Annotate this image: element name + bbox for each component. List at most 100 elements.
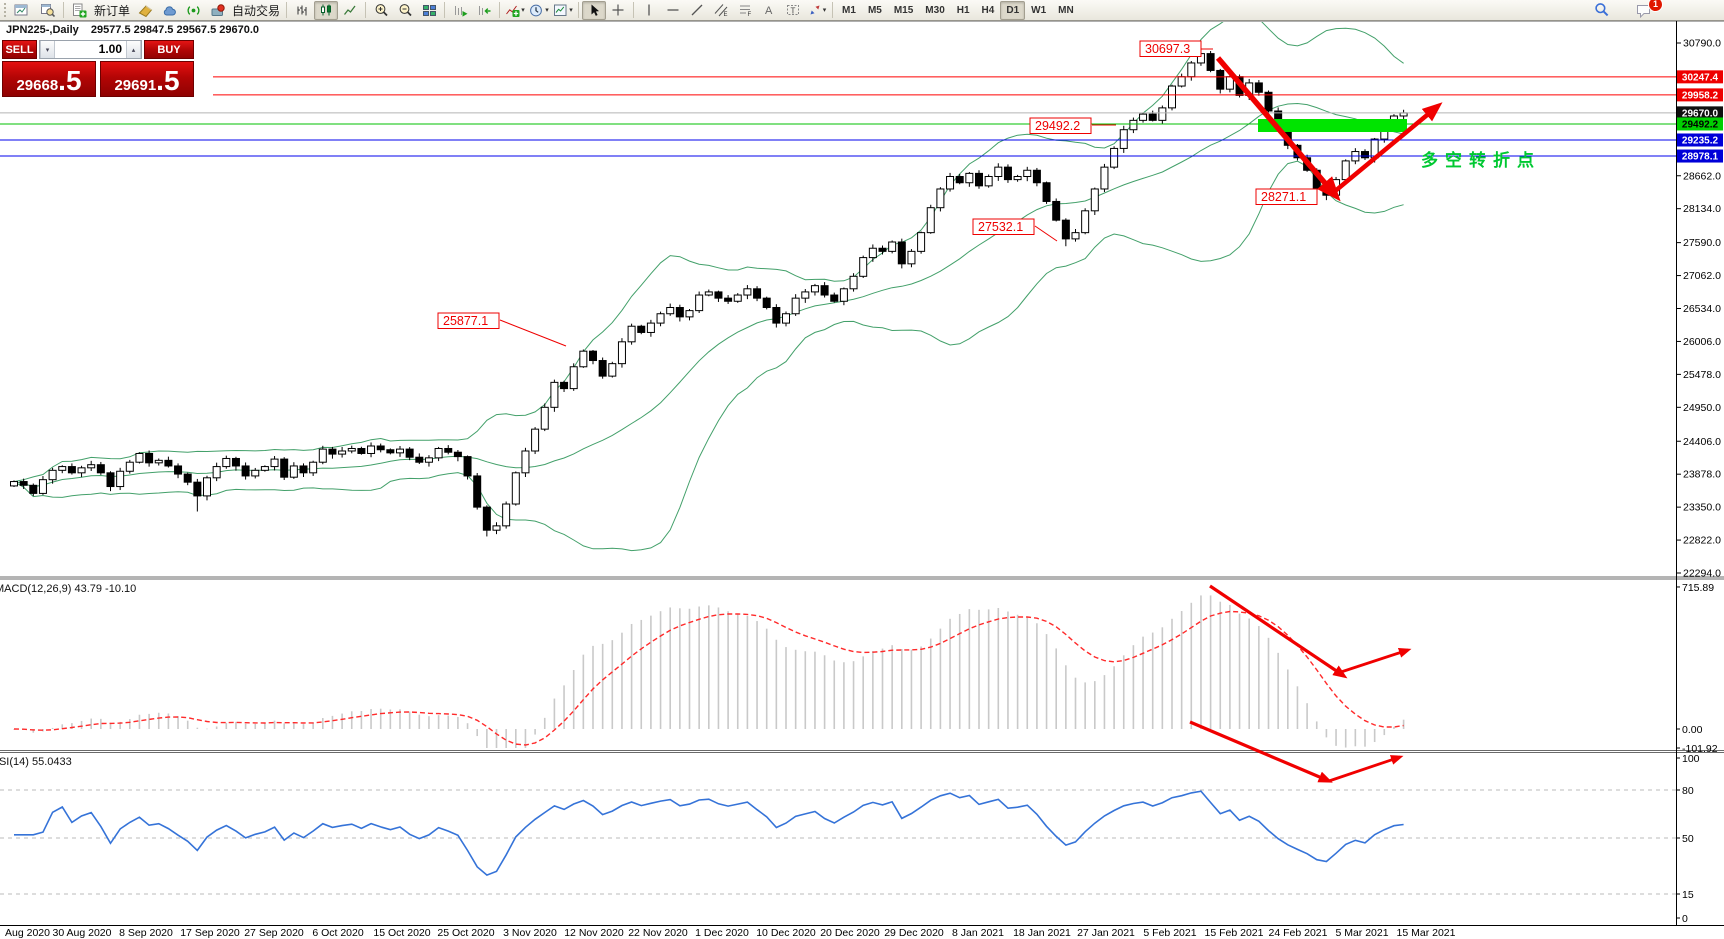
timeframe-m15-button[interactable]: M15 <box>893 4 914 16</box>
macd-hist-bar <box>1007 611 1009 729</box>
sell-price-box[interactable]: 29668 .5 <box>2 61 96 97</box>
volume-decrease-button[interactable]: ▾ <box>40 41 55 58</box>
support-zone-band[interactable] <box>1258 119 1407 132</box>
macd-hist-bar <box>186 720 189 729</box>
text-tool-icon[interactable]: A <box>757 1 781 20</box>
annotation-text: 25877.1 <box>443 314 488 328</box>
new-order-button[interactable] <box>67 1 91 20</box>
zoom-out-icon[interactable] <box>393 1 417 20</box>
timeframe-m30-button[interactable]: M30 <box>925 4 945 16</box>
crosshair-tool-icon[interactable] <box>606 1 630 20</box>
indicator-labels: MACD(12,26,9) 43.79 -10.10 RSI(14) 55.043… <box>0 583 136 768</box>
price-tick-label: 24950.0 <box>1683 402 1721 414</box>
timeframe-m1-button[interactable]: M1 <box>842 4 856 16</box>
candle-body <box>1081 210 1090 234</box>
annotation-box-28271.1[interactable] <box>1255 188 1318 205</box>
turning-point-note[interactable]: 多空转折点 <box>1421 150 1541 170</box>
price-tag-29492.2 <box>1677 117 1723 131</box>
indicators-icon[interactable]: ▾ <box>503 1 527 20</box>
eraser-icon[interactable] <box>133 1 157 20</box>
price-tick-label: 22294.0 <box>1683 568 1721 580</box>
macd-axis-label: -101.92 <box>1682 743 1718 755</box>
annotation-box-30697.3[interactable] <box>1139 40 1202 57</box>
annotation-box-29492.2[interactable] <box>1029 117 1092 134</box>
signal-icon[interactable] <box>181 1 205 20</box>
autotrade-icon[interactable] <box>205 1 229 20</box>
template-icon[interactable]: ▾ <box>551 1 575 20</box>
fibonacci-tool-icon[interactable]: F <box>733 1 757 20</box>
toolbar-grip[interactable] <box>4 3 10 17</box>
candle-body <box>1013 175 1022 181</box>
search-icon[interactable] <box>1590 1 1614 20</box>
date-tick-label: 3 Nov 2020 <box>503 927 557 939</box>
trend-arrows[interactable] <box>1189 56 1443 783</box>
macd-hist-bar <box>495 729 498 748</box>
macd-hist-bar <box>1190 602 1193 729</box>
date-tick-label: 17 Sep 2020 <box>180 927 240 939</box>
new-order-label[interactable]: 新订单 <box>94 3 131 18</box>
candle-chart-icon[interactable] <box>314 0 339 20</box>
macd-hist-bar <box>1267 637 1270 729</box>
date-axis[interactable]: Aug 2020 30 Aug 2020 8 Sep 2020 17 Sep 2020… <box>5 927 1456 939</box>
candle-body <box>946 175 955 190</box>
candle-body <box>1187 62 1196 78</box>
volume-value[interactable]: 1.00 <box>98 42 122 56</box>
candle-body <box>280 458 289 478</box>
rsi-arrow-down[interactable] <box>1189 720 1333 783</box>
tile-windows-icon[interactable] <box>417 1 441 20</box>
timeframe-h1-button[interactable]: H1 <box>956 4 970 16</box>
vertical-line-tool-icon[interactable] <box>637 1 661 20</box>
sell-button[interactable]: SELL <box>2 40 37 59</box>
macd-hist-bar <box>206 728 208 730</box>
main-arrow-up[interactable] <box>1332 102 1443 194</box>
macd-arrow-down[interactable] <box>1209 584 1348 679</box>
macd-hist-bar <box>910 649 913 729</box>
date-tick-label: 8 Sep 2020 <box>119 927 173 939</box>
annotation-box-27532.1[interactable] <box>972 218 1035 235</box>
candle-body <box>164 459 173 467</box>
buy-price-box[interactable]: 29691 .5 <box>100 61 194 97</box>
auto-scroll-icon[interactable] <box>448 1 472 20</box>
timeframe-w1-button[interactable]: W1 <box>1031 4 1047 16</box>
macd-arrow-up[interactable] <box>1340 648 1412 674</box>
timeframe-d1-button[interactable]: D1 <box>1000 0 1026 20</box>
timeframe-m5-button[interactable]: M5 <box>867 4 882 16</box>
window-preview-icon[interactable] <box>36 1 60 20</box>
price-axis[interactable]: 30790.0 28662.0 28134.0 27590.0 27062.0 26534… <box>1676 38 1723 926</box>
macd-hist-bar <box>534 729 536 735</box>
macd-hist-bar <box>138 714 141 729</box>
price-annotations[interactable]: 30697.3 29492.2 28271.1 27532.1 25877.1 多空转折点 <box>437 40 1541 347</box>
candle-body <box>1264 91 1273 112</box>
volume-increase-button[interactable]: ▴ <box>126 41 141 58</box>
label-tool-icon[interactable]: T <box>781 1 805 20</box>
main-arrow-down[interactable] <box>1215 56 1341 202</box>
candle-body <box>801 291 810 299</box>
chart-window-icon[interactable] <box>12 1 36 20</box>
candle-body <box>637 325 646 333</box>
trendline-tool-icon[interactable] <box>685 1 709 20</box>
autotrade-label[interactable]: 自动交易 <box>232 3 281 18</box>
line-chart-icon[interactable] <box>338 1 362 20</box>
macd-hist-bar <box>1103 675 1106 729</box>
arrows-tool-icon[interactable]: ▾ <box>805 1 829 20</box>
chart-shift-icon[interactable] <box>472 1 496 20</box>
date-tick-label: 27 Jan 2021 <box>1077 927 1135 939</box>
periods-icon[interactable]: ▾ <box>527 1 551 20</box>
cursor-tool-icon[interactable] <box>582 0 607 20</box>
macd-hist-bar <box>1200 595 1202 729</box>
horizontal-line-tool-icon[interactable] <box>661 1 685 20</box>
level-lines[interactable] <box>0 76 1676 157</box>
timeframe-h4-button[interactable]: H4 <box>981 4 995 16</box>
macd-hist-bar <box>293 722 295 729</box>
annotation-text: 29492.2 <box>1035 119 1080 133</box>
timeframe-mn-button[interactable]: MN <box>1058 4 1074 16</box>
rsi-arrow-up[interactable] <box>1328 755 1404 783</box>
zoom-in-icon[interactable] <box>369 1 393 20</box>
profile-cloud-icon[interactable] <box>157 1 181 20</box>
notifications-icon[interactable]: 1 <box>1632 0 1663 20</box>
buy-button[interactable]: BUY <box>144 40 194 59</box>
channel-tool-icon[interactable]: E <box>709 1 733 20</box>
annotation-box-25877.1[interactable] <box>437 312 500 329</box>
macd-hist-bar <box>630 623 633 729</box>
bar-chart-icon[interactable] <box>290 1 314 20</box>
